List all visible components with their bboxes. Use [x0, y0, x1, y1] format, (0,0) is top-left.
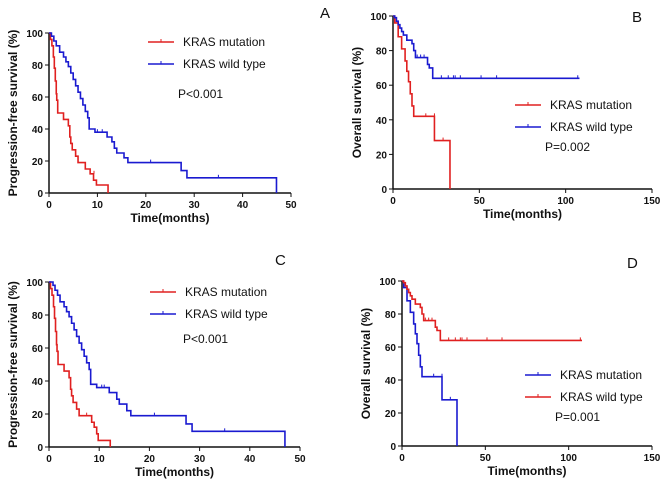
- legend-label: KRAS mutation: [185, 285, 267, 299]
- panel-b: 0 50 100 150020406080100Time(months)Overall…: [350, 9, 661, 221]
- y-tick-label: 80: [32, 61, 44, 72]
- legend-label: KRAS wild type: [550, 120, 633, 134]
- x-tick-label: 100: [557, 196, 574, 207]
- y-tick-label: 40: [32, 125, 44, 136]
- legend-label: KRAS wild type: [560, 390, 643, 404]
- x-tick-label: 0: [46, 454, 52, 465]
- panel-c: 0 10 20 30 40 50 0 20 40 60 80 100 Time(months) Progr…: [6, 252, 306, 479]
- x-tick-label: 50: [285, 200, 297, 211]
- legend-label: KRAS mutation: [550, 98, 632, 112]
- survival-curve: [49, 281, 286, 447]
- x-axis-label: Time(months): [483, 207, 562, 221]
- p-value: P<0.001: [178, 87, 223, 101]
- y-axis-label: Overall survival (%): [350, 47, 364, 158]
- panel-a: 0 10 20 30 40 50 0 20 40 60 80 100 Time(months) Progr…: [6, 5, 330, 225]
- y-tick-label: 0: [37, 189, 43, 200]
- survival-curve: [393, 15, 451, 189]
- y-tick-label: 100: [370, 12, 387, 23]
- x-tick-label: 10: [94, 454, 106, 465]
- panel-label: C: [275, 252, 286, 269]
- y-tick-label: 60: [32, 93, 44, 104]
- x-tick-label: 40: [244, 454, 256, 465]
- survival-curve: [402, 280, 582, 342]
- x-axis-label: Time(months): [135, 465, 214, 479]
- x-axis-label: Time(months): [130, 211, 209, 225]
- x-tick-label: 50: [480, 453, 492, 464]
- x-tick-label: 0: [399, 453, 405, 464]
- x-tick-label: 40: [237, 200, 249, 211]
- x-tick-label: 0: [46, 200, 52, 211]
- x-axis-label: Time(months): [487, 464, 566, 478]
- x-tick-label: 50: [474, 196, 486, 207]
- panel-label: D: [627, 255, 638, 272]
- y-tick-label: 100: [26, 278, 43, 289]
- y-tick-label: 0: [37, 443, 43, 454]
- y-tick-label: 40: [32, 377, 44, 388]
- survival-curve: [49, 32, 278, 193]
- legend-label: KRAS wild type: [185, 307, 268, 321]
- y-tick-label: 80: [376, 47, 388, 58]
- panel-label: A: [320, 5, 330, 22]
- x-tick-label: 50: [294, 454, 306, 465]
- y-tick-label: 20: [32, 410, 44, 421]
- survival-curve: [49, 281, 112, 447]
- x-tick-label: 20: [144, 454, 156, 465]
- y-tick-label: 60: [32, 344, 44, 355]
- y-tick-label: 0: [381, 185, 387, 196]
- y-tick-label: 60: [376, 81, 388, 92]
- x-tick-label: 150: [644, 196, 661, 207]
- p-value: P=0.001: [555, 410, 600, 424]
- survival-curve: [402, 280, 458, 446]
- y-tick-label: 100: [26, 29, 43, 40]
- legend-label: KRAS wild type: [183, 57, 266, 71]
- panel-d: 0 50 100 150020406080100Time(months)Overall…: [359, 255, 661, 478]
- y-tick-label: 60: [385, 343, 397, 354]
- y-axis-label: Progression-free survival (%): [6, 30, 20, 197]
- y-tick-label: 20: [385, 409, 397, 420]
- y-tick-label: 40: [376, 116, 388, 127]
- y-tick-label: 80: [385, 310, 397, 321]
- y-tick-label: 80: [32, 311, 44, 322]
- x-tick-label: 20: [140, 200, 152, 211]
- y-axis-label: Overall survival (%): [359, 308, 373, 419]
- y-tick-label: 20: [376, 150, 388, 161]
- y-tick-label: 0: [390, 442, 396, 453]
- y-tick-label: 20: [32, 157, 44, 168]
- legend-label: KRAS mutation: [560, 368, 642, 382]
- y-tick-label: 40: [385, 376, 397, 387]
- legend-label: KRAS mutation: [183, 35, 265, 49]
- x-tick-label: 150: [644, 453, 661, 464]
- survival-curve: [393, 15, 580, 80]
- p-value: P=0.002: [545, 140, 590, 154]
- panel-label: B: [632, 9, 642, 26]
- p-value: P<0.001: [183, 332, 228, 346]
- x-tick-label: 0: [390, 196, 396, 207]
- x-tick-label: 100: [560, 453, 577, 464]
- y-tick-label: 100: [379, 277, 396, 288]
- x-tick-label: 10: [92, 200, 104, 211]
- x-tick-label: 30: [189, 200, 201, 211]
- survival-curve: [49, 32, 109, 193]
- y-axis-label: Progression-free survival (%): [6, 281, 20, 448]
- x-tick-label: 30: [194, 454, 206, 465]
